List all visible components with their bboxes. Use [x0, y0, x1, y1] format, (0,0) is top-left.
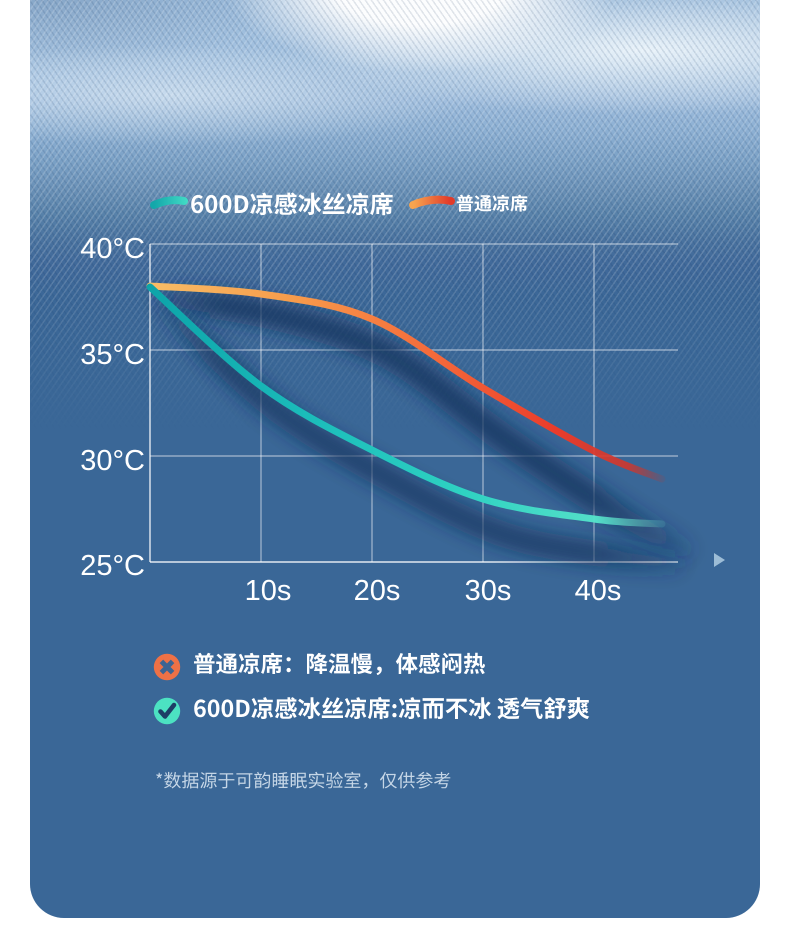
svg-text:40s: 40s	[575, 575, 622, 607]
svg-text:35°C: 35°C	[80, 339, 145, 371]
svg-text:30°C: 30°C	[80, 445, 145, 477]
svg-text:30s: 30s	[465, 575, 512, 607]
svg-text:20s: 20s	[354, 575, 401, 607]
svg-text:25°C: 25°C	[80, 550, 145, 582]
svg-text:10s: 10s	[245, 575, 292, 607]
svg-text:40°C: 40°C	[80, 233, 145, 265]
